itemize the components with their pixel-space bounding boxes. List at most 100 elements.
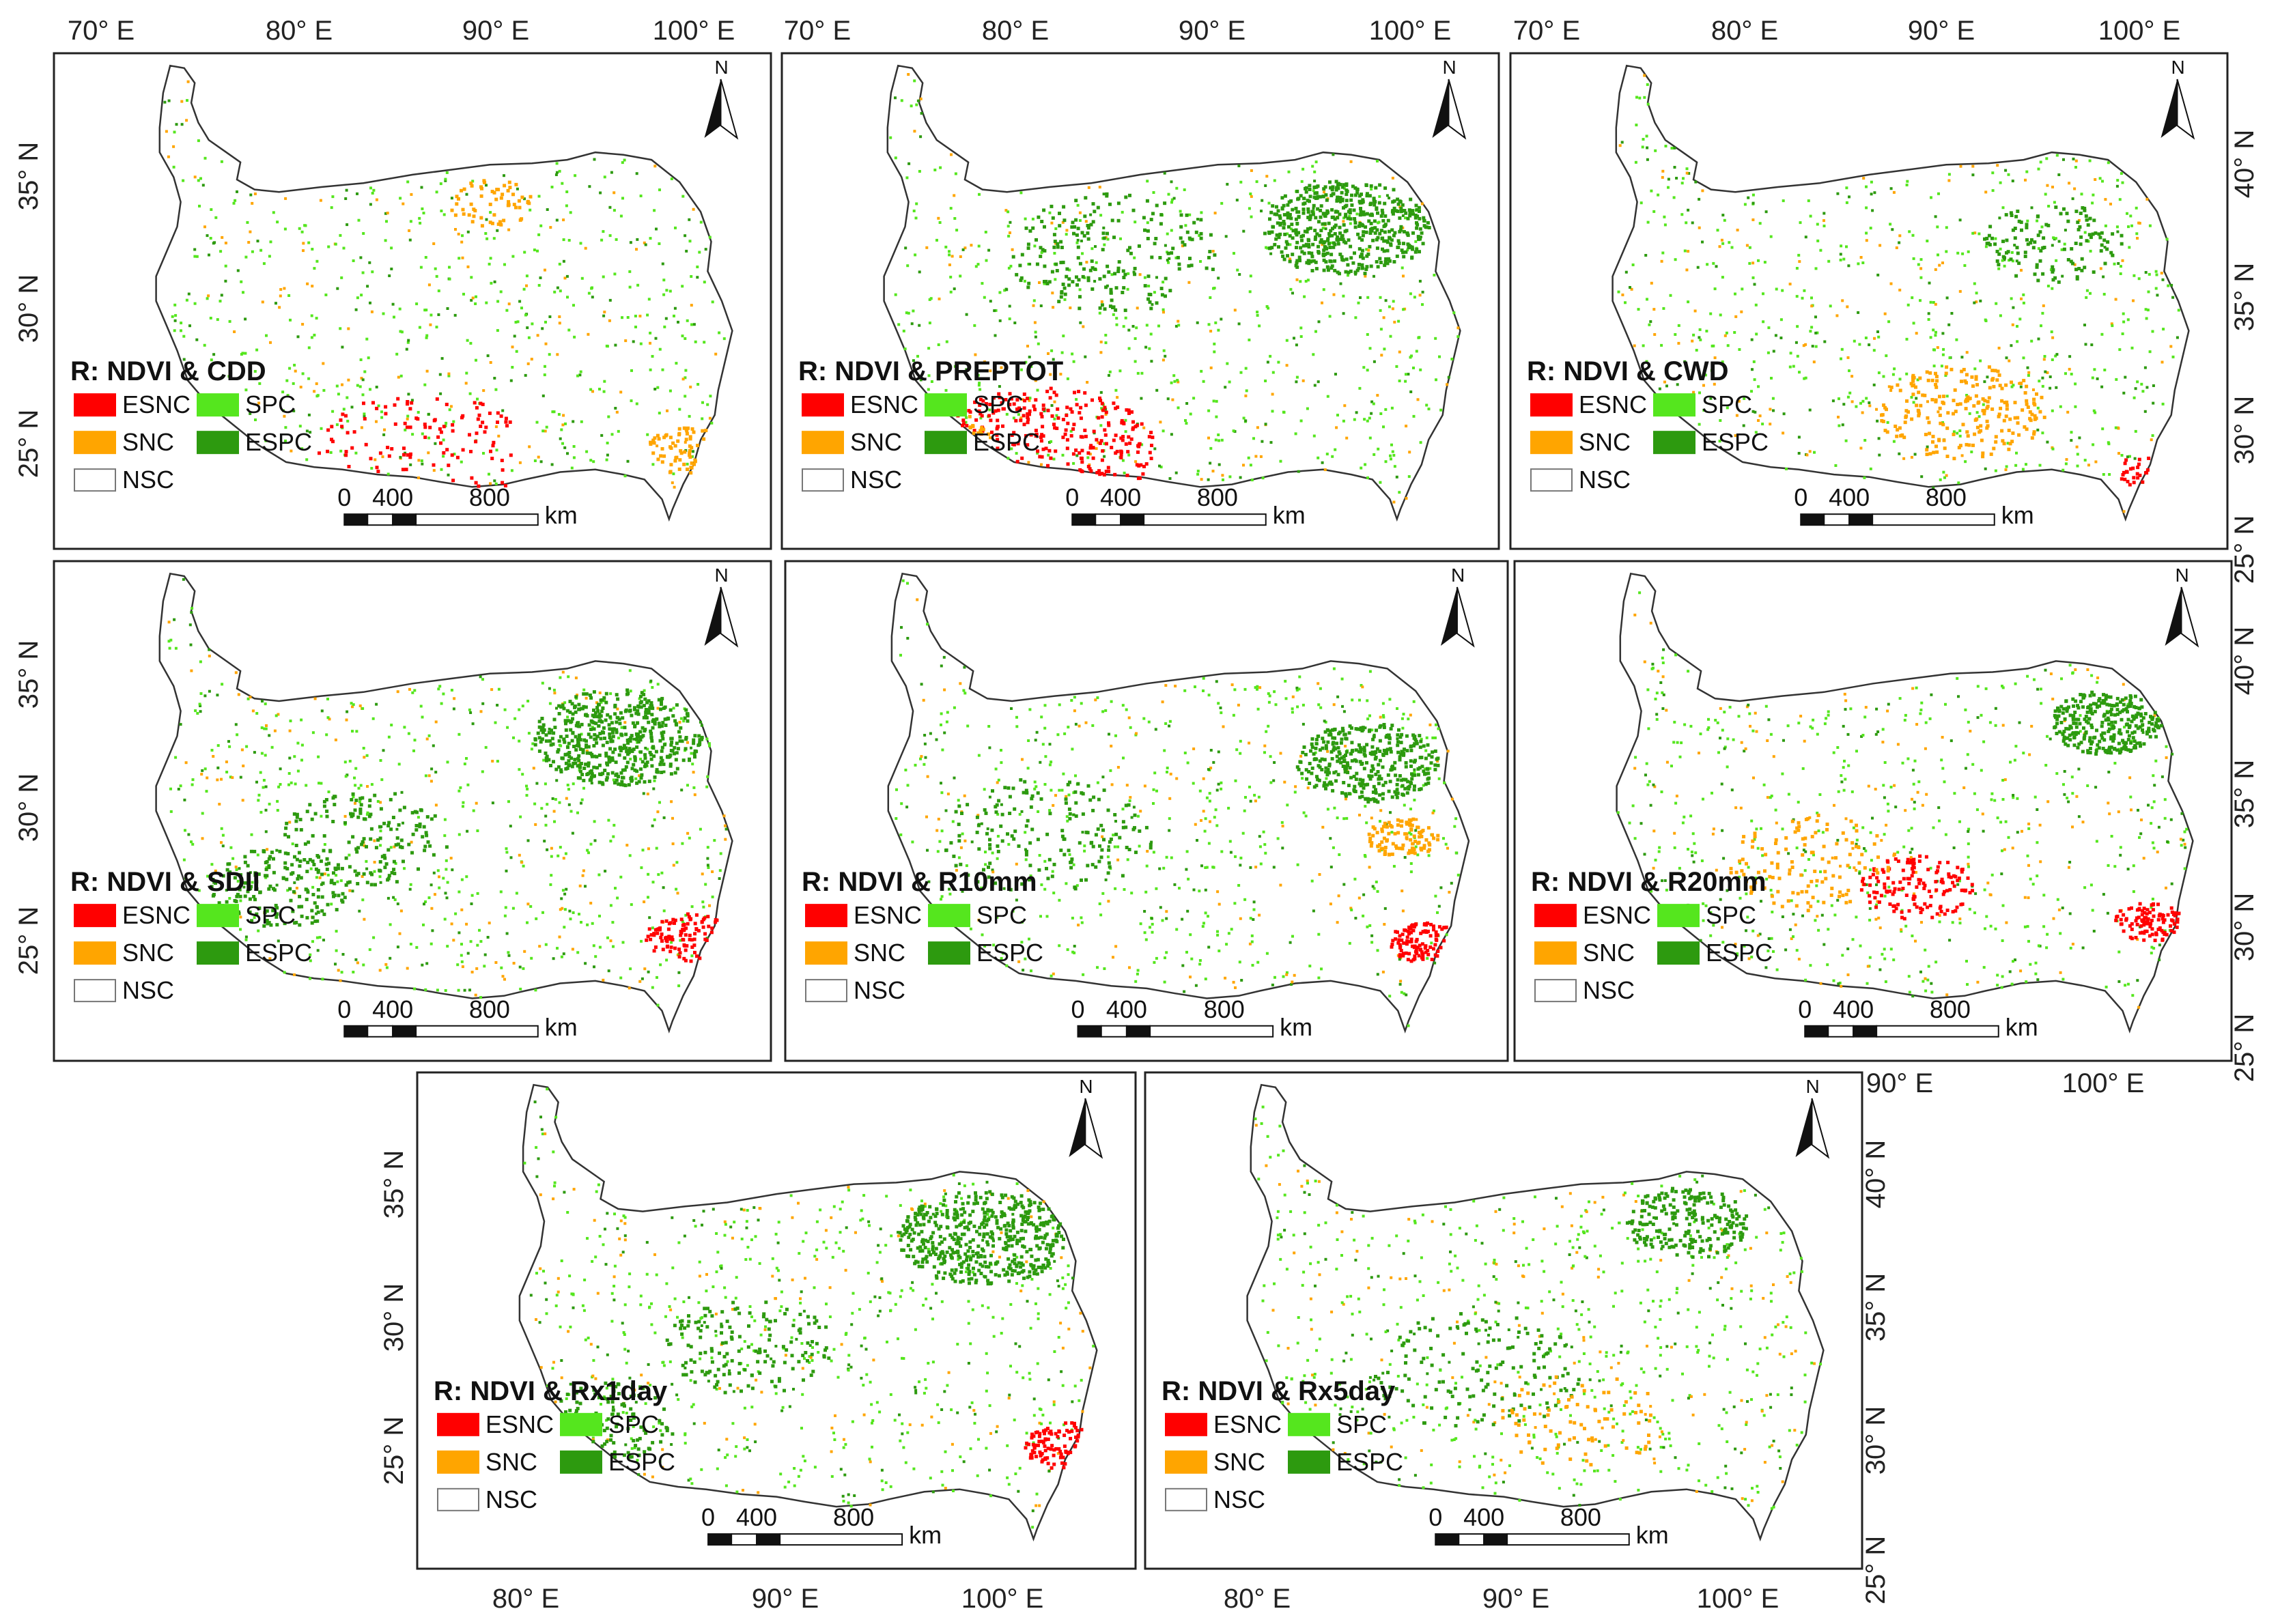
- north-arrow-icon: [2176, 79, 2195, 140]
- legend-swatch-espc: [928, 941, 970, 965]
- legend-swatch-espc: [1288, 1450, 1330, 1474]
- latitude-tick-label: 30° N: [2229, 893, 2260, 962]
- scale-bar-label: 400: [1106, 995, 1147, 1023]
- north-label: N: [1443, 57, 1456, 78]
- legend-label-esnc: ESNC: [1579, 390, 1647, 418]
- north-arrow-icon: [1795, 1098, 1812, 1157]
- scale-bar-label: 800: [469, 483, 510, 511]
- north-label: N: [1806, 1076, 1820, 1097]
- north-arrow-icon: [1811, 1098, 1830, 1159]
- longitude-tick-label: 90° E: [462, 16, 529, 46]
- latitude-tick-label: 30° N: [2229, 396, 2260, 465]
- legend-label-spc: SPC: [976, 901, 1027, 929]
- scale-bar-label: 400: [372, 483, 413, 511]
- longitude-tick-label: 80° E: [492, 1584, 559, 1614]
- north-arrow-icon: [2165, 587, 2182, 646]
- longitude-tick-label: 70° E: [784, 16, 851, 46]
- scale-bar-unit: km: [2001, 501, 2034, 529]
- latitude-tick-label: 25° N: [2229, 1014, 2260, 1083]
- legend-label-nsc: NSC: [1583, 976, 1635, 1004]
- scale-bar-unit: km: [1636, 1521, 1669, 1549]
- map-panel: R: NDVI & CDD ESNC SPC SNC ESPC NSC N 0 400 800 km: [53, 52, 772, 550]
- scale-bar-unit: km: [909, 1521, 942, 1549]
- legend-swatch-snc: [74, 941, 116, 965]
- longitude-tick-label: 90° E: [1179, 16, 1245, 46]
- north-label: N: [1079, 1076, 1093, 1097]
- scale-bar-label: 400: [1829, 483, 1870, 511]
- legend-label-espc: ESPC: [973, 428, 1040, 456]
- map-panel: R: NDVI & R20mm ESNC SPC SNC ESPC NSC N 0 400 800…: [1513, 560, 2233, 1062]
- legend-label-esnc: ESNC: [122, 390, 191, 418]
- longitude-tick-label: 80° E: [1224, 1584, 1291, 1614]
- legend-swatch-spc: [925, 393, 967, 417]
- longitude-tick-label: 90° E: [1866, 1068, 1933, 1098]
- panel-title: R: NDVI & PREPTOT: [798, 356, 1063, 386]
- legend-label-snc: SNC: [1213, 1448, 1265, 1476]
- scale-bar: 0 400 800 km: [1071, 995, 1312, 1041]
- scale-bar-label: 0: [337, 483, 351, 511]
- scale-bar-label: 800: [833, 1503, 874, 1531]
- plateau-outline: [1246, 1083, 1825, 1542]
- legend-swatch-snc: [805, 941, 847, 965]
- plateau-outline: [155, 572, 733, 1034]
- legend-label-spc: SPC: [245, 901, 296, 929]
- latitude-tick-label: 35° N: [14, 640, 44, 709]
- scale-bar-label: 0: [1798, 995, 1812, 1023]
- legend-swatch-nsc: [805, 979, 847, 1003]
- north-arrow-icon: [1456, 586, 1475, 648]
- legend-label-esnc: ESNC: [1583, 901, 1651, 929]
- legend-swatch-spc: [197, 393, 239, 417]
- longitude-tick-label: 80° E: [266, 16, 333, 46]
- legend-swatch-esnc: [1534, 904, 1577, 928]
- scale-bar: 0 400 800 km: [1798, 995, 2038, 1041]
- longitude-tick-label: 100° E: [961, 1584, 1044, 1614]
- legend-swatch-snc: [437, 1450, 479, 1474]
- legend-label-nsc: NSC: [122, 466, 174, 494]
- longitude-tick-label: 100° E: [1369, 16, 1452, 46]
- legend-label-snc: SNC: [485, 1448, 537, 1476]
- legend-swatch-nsc: [1534, 979, 1577, 1003]
- scale-bar-label: 0: [1071, 995, 1084, 1023]
- map-panel: R: NDVI & PREPTOT ESNC SPC SNC ESPC NSC N 0 400 8…: [780, 52, 1500, 550]
- north-arrow-icon: [1448, 79, 1467, 140]
- north-arrow-icon: [720, 79, 739, 140]
- latitude-tick-label: 25° N: [2229, 515, 2260, 584]
- map-panel: R: NDVI & R10mm ESNC SPC SNC ESPC NSC N 0 400 800…: [784, 560, 1509, 1062]
- legend-swatch-snc: [802, 431, 844, 455]
- panel-title: R: NDVI & R10mm: [802, 867, 1037, 897]
- north-label: N: [715, 565, 729, 586]
- scale-bar-label: 0: [1428, 1503, 1442, 1531]
- scale-bar-unit: km: [545, 1013, 578, 1041]
- legend-swatch-esnc: [1530, 393, 1573, 417]
- scale-bar-label: 0: [1794, 483, 1807, 511]
- longitude-tick-label: 100° E: [653, 16, 735, 46]
- legend-swatch-esnc: [74, 904, 116, 928]
- north-label: N: [2176, 565, 2189, 586]
- scale-bar: 0 400 800 km: [337, 483, 578, 529]
- legend-swatch-spc: [560, 1412, 602, 1436]
- north-arrow-icon: [720, 586, 739, 648]
- panel-title: R: NDVI & Rx1day: [434, 1376, 668, 1406]
- classification-pixels: [1254, 1105, 1822, 1510]
- latitude-tick-label: 35° N: [1861, 1273, 1891, 1342]
- legend-label-nsc: NSC: [485, 1485, 537, 1513]
- scale-bar-label: 800: [1204, 995, 1245, 1023]
- north-label: N: [2171, 57, 2185, 78]
- legend-swatch-esnc: [805, 904, 847, 928]
- legend-label-spc: SPC: [973, 390, 1024, 418]
- legend-label-nsc: NSC: [854, 976, 905, 1004]
- legend-swatch-esnc: [1165, 1412, 1207, 1436]
- latitude-tick-label: 25° N: [14, 907, 44, 975]
- classification-pixels: [523, 1087, 1095, 1529]
- legend-label-espc: ESPC: [1336, 1448, 1403, 1476]
- classification-pixels: [163, 80, 726, 489]
- legend-label-snc: SNC: [854, 939, 905, 967]
- scale-bar-label: 800: [1930, 995, 1971, 1023]
- latitude-tick-label: 35° N: [2229, 760, 2260, 829]
- scale-bar: 0 400 800 km: [337, 995, 578, 1041]
- scale-bar-label: 800: [1197, 483, 1238, 511]
- latitude-tick-label: 40° N: [2229, 627, 2260, 696]
- legend-swatch-spc: [1657, 904, 1700, 928]
